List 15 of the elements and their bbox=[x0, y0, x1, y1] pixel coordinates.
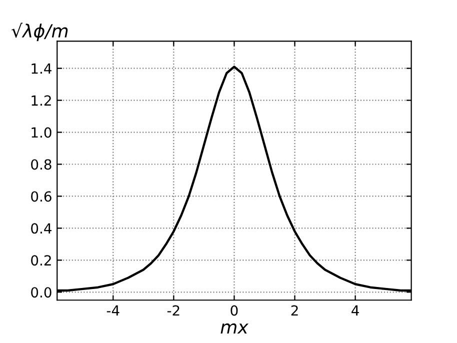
y-tick-label: 1.4 bbox=[32, 63, 52, 74]
x-tick-label: -2 bbox=[167, 305, 180, 316]
y-tick-label: 0.2 bbox=[31, 255, 51, 266]
x-tick-label: 0 bbox=[230, 305, 238, 316]
y-tick-label: 1.2 bbox=[32, 95, 51, 106]
y-tick-label: 1.0 bbox=[32, 127, 52, 138]
y-axis-title: √λϕ/m bbox=[12, 22, 68, 42]
x-tick-label: -4 bbox=[106, 305, 120, 316]
y-tick-label: 0.6 bbox=[31, 191, 52, 202]
x-axis-title: mx bbox=[220, 323, 248, 334]
y-tick-label: 0.4 bbox=[31, 223, 52, 234]
x-tick-label: 4 bbox=[352, 305, 359, 316]
x-tick-label: 2 bbox=[291, 305, 298, 316]
y-tick-label: 0.8 bbox=[31, 159, 52, 170]
y-tick-label: 0.0 bbox=[31, 287, 52, 298]
